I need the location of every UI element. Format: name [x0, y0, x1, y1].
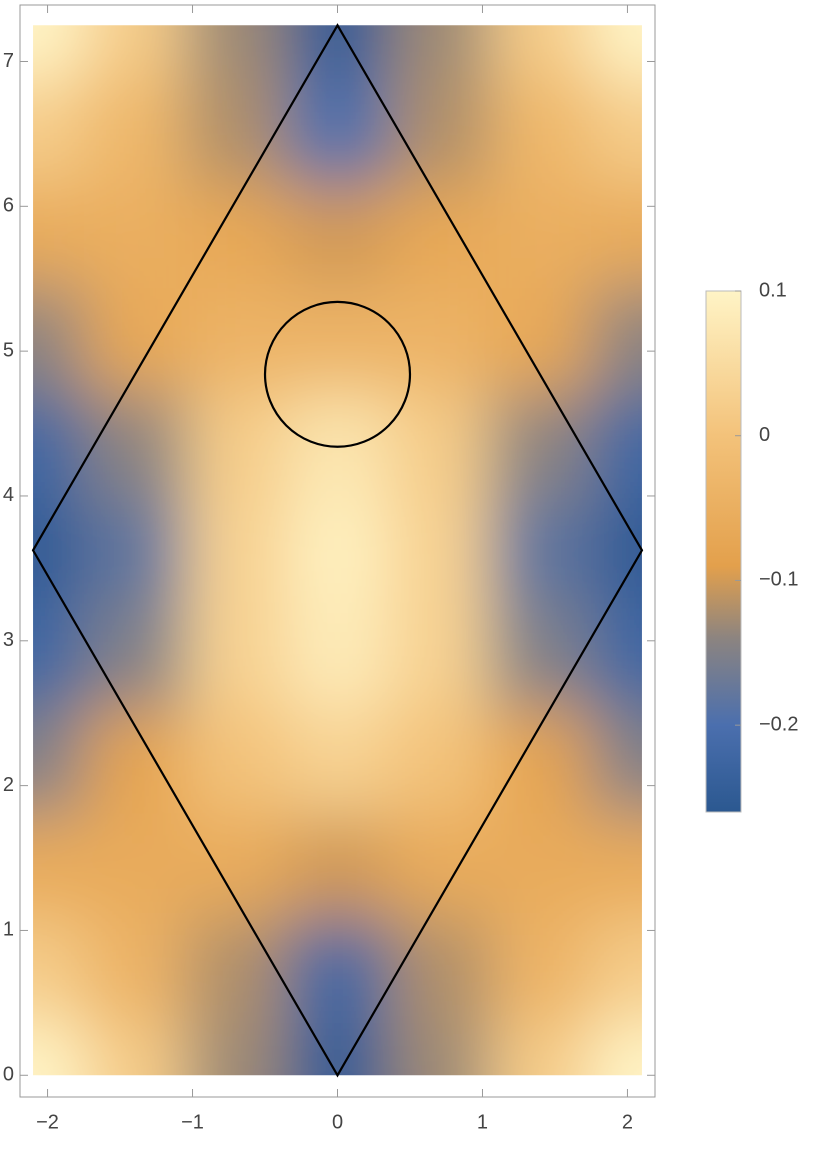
- density-cell: [83, 287, 186, 394]
- y-tick-label: 5: [3, 339, 14, 361]
- density-cell: [286, 917, 389, 1024]
- density-cell: [185, 25, 288, 79]
- density-cell: [388, 497, 491, 604]
- density-cell: [388, 917, 491, 1024]
- density-cell: [83, 182, 186, 289]
- density-cell: [83, 602, 186, 709]
- density-cell: [185, 1022, 288, 1076]
- density-cell: [388, 25, 491, 79]
- density-cell: [33, 707, 85, 814]
- density-cell: [388, 812, 491, 919]
- density-cell: [33, 1022, 85, 1076]
- density-cell: [591, 182, 642, 289]
- colorbar-tick-label: −0.1: [759, 569, 798, 591]
- y-tick-label: 7: [3, 50, 14, 72]
- density-cell: [489, 812, 592, 919]
- density-cell: [591, 917, 642, 1024]
- density-cell: [591, 707, 642, 814]
- y-tick-label: 6: [3, 195, 14, 217]
- colorbar-tick-label: 0: [759, 424, 770, 446]
- density-cell: [33, 25, 85, 79]
- density-cell: [388, 77, 491, 184]
- density-cell: [185, 77, 288, 184]
- density-cell: [286, 602, 389, 709]
- density-cell: [33, 392, 85, 499]
- density-cell: [388, 602, 491, 709]
- density-cell: [591, 77, 642, 184]
- density-cell: [286, 497, 389, 604]
- rhombus: [31, 23, 644, 1078]
- density-cell: [286, 392, 389, 499]
- density-cell: [591, 497, 642, 604]
- density-cell: [286, 182, 389, 289]
- x-tick-label: 0: [332, 1111, 343, 1133]
- y-tick-label: 3: [3, 629, 14, 651]
- density-cell: [286, 707, 389, 814]
- density-cell: [185, 707, 288, 814]
- density-cell: [388, 707, 491, 814]
- density-cell: [33, 812, 85, 919]
- x-tick-label: −1: [181, 1111, 204, 1133]
- density-cell: [185, 497, 288, 604]
- density-cell: [33, 602, 85, 709]
- density-cell: [591, 25, 642, 79]
- density-cell: [286, 812, 389, 919]
- density-cell: [83, 1022, 186, 1076]
- density-cell: [286, 287, 389, 394]
- density-cell: [185, 287, 288, 394]
- density-cell: [591, 602, 642, 709]
- density-cell: [591, 1022, 642, 1076]
- density-cell: [388, 1022, 491, 1076]
- x-tick-label: 2: [622, 1111, 633, 1133]
- density-cell: [489, 182, 592, 289]
- density-cell: [489, 917, 592, 1024]
- density-cell: [489, 497, 592, 604]
- x-tick-label: 1: [477, 1111, 488, 1133]
- density-cell: [33, 287, 85, 394]
- density-cell: [489, 602, 592, 709]
- density-cell: [83, 392, 186, 499]
- density-cell: [286, 25, 389, 79]
- y-tick-label: 4: [3, 484, 14, 506]
- density-cell: [591, 812, 642, 919]
- density-cell: [83, 917, 186, 1024]
- y-tick-label: 2: [3, 774, 14, 796]
- colorbar-tick-label: 0.1: [759, 279, 787, 301]
- density-cell: [489, 392, 592, 499]
- density-cell: [388, 287, 491, 394]
- density-cell: [489, 77, 592, 184]
- density-cell: [83, 25, 186, 79]
- density-cell: [83, 77, 186, 184]
- circle: [263, 300, 412, 448]
- density-cell: [33, 497, 85, 604]
- density-cell: [591, 287, 642, 394]
- y-tick-label: 0: [3, 1064, 14, 1086]
- density-cell: [489, 25, 592, 79]
- density-cell: [185, 602, 288, 709]
- density-cell: [33, 182, 85, 289]
- density-cell: [83, 812, 186, 919]
- density-cell: [83, 497, 186, 604]
- density-cell: [286, 1022, 389, 1076]
- density-cell: [33, 917, 85, 1024]
- density-cell: [185, 917, 288, 1024]
- density-cell: [388, 392, 491, 499]
- density-cell: [591, 392, 642, 499]
- density-cell: [286, 77, 389, 184]
- colorbar-tick-label: −0.2: [759, 713, 798, 735]
- x-tick-label: −2: [36, 1111, 59, 1133]
- density-cell: [185, 392, 288, 499]
- density-cell: [489, 1022, 592, 1076]
- y-tick-label: 1: [3, 919, 14, 941]
- density-cell: [33, 77, 85, 184]
- colorbar: [705, 290, 742, 813]
